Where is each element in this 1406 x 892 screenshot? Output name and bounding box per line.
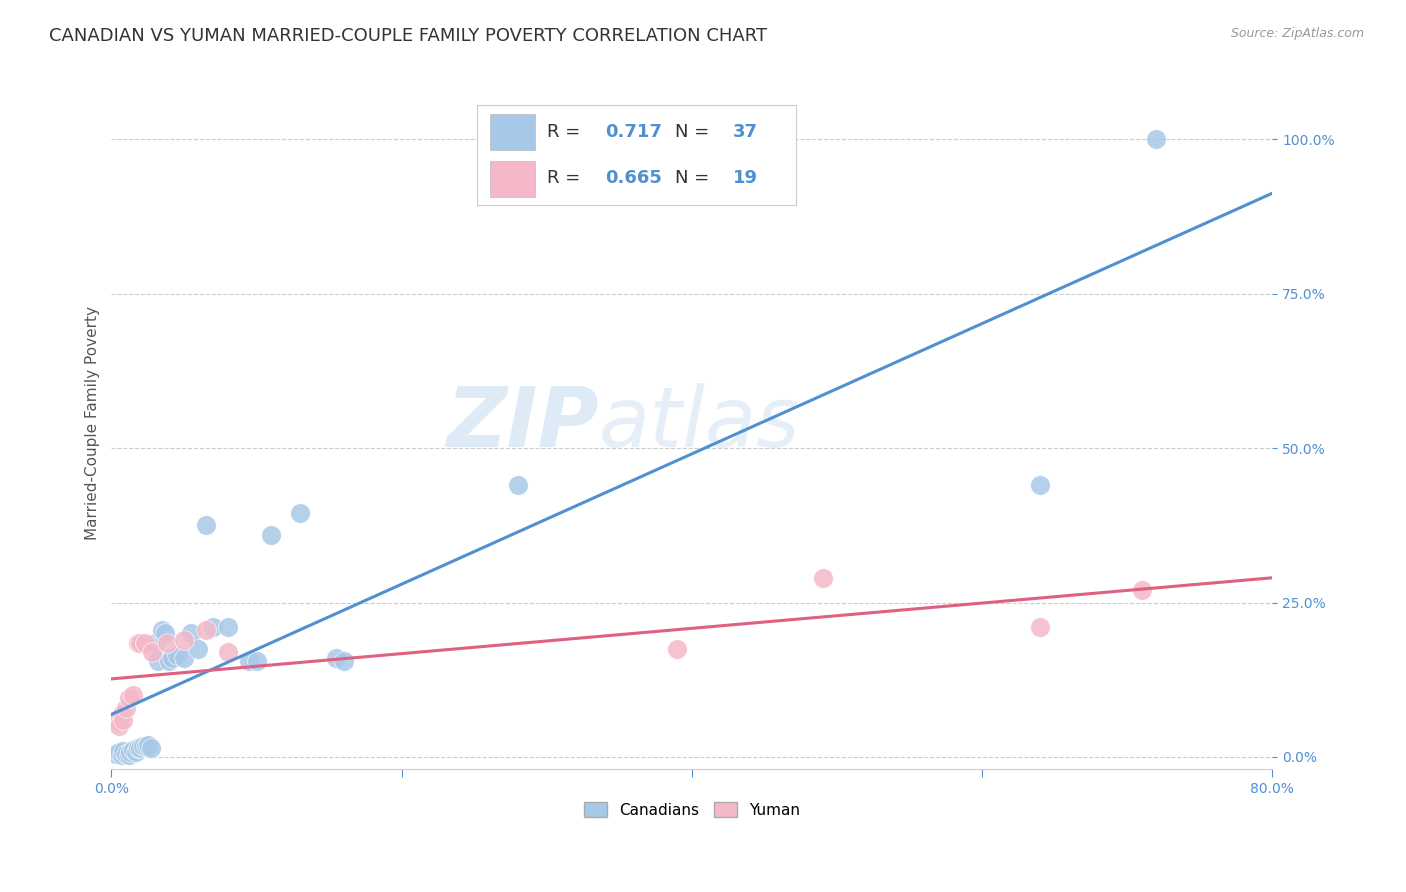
- Point: [110, 706, 132, 721]
- Point: [217, 620, 239, 634]
- Point: [201, 620, 224, 634]
- Point: [146, 654, 169, 668]
- Point: [245, 654, 267, 668]
- Point: [134, 635, 156, 649]
- Point: [135, 739, 157, 753]
- Point: [129, 740, 152, 755]
- Point: [194, 518, 217, 533]
- Point: [125, 745, 148, 759]
- Point: [1130, 583, 1153, 598]
- Point: [150, 624, 173, 638]
- Point: [143, 635, 166, 649]
- Point: [332, 654, 354, 668]
- Point: [187, 641, 209, 656]
- Point: [1029, 478, 1052, 492]
- Point: [115, 747, 138, 761]
- Point: [194, 624, 217, 638]
- Point: [132, 739, 155, 753]
- Point: [811, 571, 834, 585]
- Text: CANADIAN VS YUMAN MARRIED-COUPLE FAMILY POVERTY CORRELATION CHART: CANADIAN VS YUMAN MARRIED-COUPLE FAMILY …: [49, 27, 768, 45]
- Point: [173, 651, 195, 665]
- Point: [159, 654, 181, 668]
- Point: [288, 506, 311, 520]
- Point: [122, 742, 145, 756]
- Point: [107, 719, 129, 733]
- Point: [127, 740, 149, 755]
- Point: [180, 626, 202, 640]
- Point: [111, 713, 134, 727]
- Point: [238, 654, 260, 668]
- Point: [217, 645, 239, 659]
- Text: Source: ZipAtlas.com: Source: ZipAtlas.com: [1230, 27, 1364, 40]
- Point: [260, 527, 283, 541]
- Point: [666, 641, 689, 656]
- Point: [153, 626, 176, 640]
- Point: [122, 688, 145, 702]
- Point: [1029, 620, 1052, 634]
- Point: [155, 635, 177, 649]
- Point: [325, 651, 347, 665]
- Y-axis label: Married-Couple Family Poverty: Married-Couple Family Poverty: [86, 306, 100, 541]
- Point: [141, 645, 163, 659]
- Text: atlas: atlas: [599, 383, 800, 464]
- Point: [120, 745, 142, 759]
- Point: [127, 635, 149, 649]
- Point: [139, 740, 162, 755]
- Point: [104, 713, 127, 727]
- Legend: Canadians, Yuman: Canadians, Yuman: [578, 796, 806, 824]
- Point: [111, 744, 134, 758]
- Point: [136, 738, 159, 752]
- Point: [110, 748, 132, 763]
- Point: [104, 747, 127, 761]
- Point: [173, 632, 195, 647]
- Point: [107, 745, 129, 759]
- Point: [118, 748, 141, 763]
- Point: [115, 700, 138, 714]
- Point: [129, 635, 152, 649]
- Point: [118, 691, 141, 706]
- Text: ZIP: ZIP: [447, 383, 599, 464]
- Point: [506, 478, 529, 492]
- Point: [166, 648, 188, 662]
- Point: [162, 651, 184, 665]
- Point: [1144, 132, 1167, 146]
